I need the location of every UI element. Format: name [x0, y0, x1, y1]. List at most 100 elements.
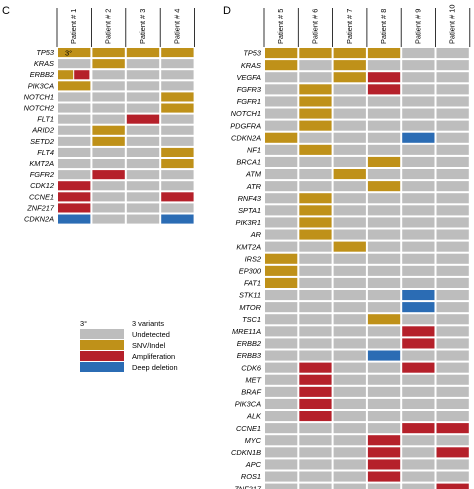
- patient-label: Patient # 2: [104, 9, 113, 44]
- gene-label: EP300: [239, 267, 262, 276]
- heatmap-cell: [333, 241, 366, 252]
- gene-label: FAT1: [244, 279, 261, 288]
- heatmap-cell: [402, 48, 435, 59]
- heatmap-cell: [333, 338, 366, 349]
- heatmap-cell: [436, 326, 469, 337]
- heatmap-cell: [333, 132, 366, 143]
- heatmap-cell: [436, 84, 469, 95]
- heatmap-cell: [265, 120, 298, 131]
- heatmap-cell: [402, 96, 435, 107]
- heatmap-cell: [367, 72, 401, 83]
- heatmap-cell: [436, 48, 469, 59]
- gene-label: PIK3CA: [28, 81, 54, 90]
- gene-label: RNF43: [238, 194, 262, 203]
- heatmap-cell: [367, 411, 401, 422]
- heatmap-cell: [367, 483, 401, 489]
- heatmap-cell: [402, 423, 435, 434]
- heatmap-cell: [333, 290, 366, 301]
- gene-label: ERBB2: [30, 70, 54, 79]
- heatmap-cell: [367, 423, 401, 434]
- panel-letter-d: D: [223, 5, 231, 17]
- patient-label: Patient # 7: [345, 9, 354, 44]
- heatmap-cell: [333, 156, 366, 167]
- heatmap-cell: [299, 265, 332, 276]
- heatmap-cell: [402, 362, 435, 373]
- heatmap-cell: [436, 314, 469, 325]
- heatmap-cell: [265, 181, 298, 192]
- heatmap-cell: [402, 229, 435, 240]
- heatmap-cell: [436, 96, 469, 107]
- gene-label: MET: [245, 375, 261, 384]
- heatmap-cell: [265, 229, 298, 240]
- heatmap-cell: [436, 459, 469, 470]
- three-variants-mark: 3°: [65, 48, 72, 57]
- heatmap-cell: [92, 136, 125, 146]
- heatmap-cell: [265, 84, 298, 95]
- gene-label: CCNE1: [236, 424, 261, 433]
- heatmap-cell: [436, 483, 469, 489]
- legend-label: Deep deletion: [132, 363, 178, 372]
- heatmap-cell: [402, 483, 435, 489]
- gene-label: NF1: [247, 146, 261, 155]
- patient-label: Patient # 8: [379, 9, 388, 44]
- patient-label: Patient # 4: [172, 9, 181, 44]
- heatmap-cell: [436, 411, 469, 422]
- heatmap-cell: [436, 277, 469, 288]
- heatmap-cell: [265, 290, 298, 301]
- legend-label: Ampliferation: [132, 352, 175, 361]
- legend-label: Undetected: [132, 330, 170, 339]
- heatmap-cell: [299, 217, 332, 228]
- heatmap-cell: [265, 447, 298, 458]
- heatmap-cell: [402, 193, 435, 204]
- patient-label: Patient # 1: [69, 9, 78, 44]
- heatmap-cell: [299, 338, 332, 349]
- heatmap-cell: [402, 471, 435, 482]
- heatmap-cell: [58, 214, 91, 224]
- heatmap-cell: [161, 170, 194, 180]
- panel-letter-c: C: [2, 5, 10, 17]
- heatmap-cell: [402, 314, 435, 325]
- heatmap-cell: [333, 48, 366, 59]
- heatmap-cell: [333, 362, 366, 373]
- heatmap-cell: [333, 60, 366, 71]
- heatmap-cell: [402, 435, 435, 446]
- heatmap-cell: [92, 214, 125, 224]
- heatmap-cell: [58, 192, 91, 202]
- heatmap-cell: [265, 411, 298, 422]
- heatmap-cell: [436, 447, 469, 458]
- heatmap-cell: [333, 84, 366, 95]
- heatmap-cell: [299, 277, 332, 288]
- heatmap-cell: [58, 181, 91, 191]
- gene-label: ALK: [246, 412, 262, 421]
- gene-label: ERBB2: [237, 339, 261, 348]
- heatmap-cell: [367, 398, 401, 409]
- heatmap-cell: [265, 169, 298, 180]
- heatmap-cell: [265, 386, 298, 397]
- heatmap-cell: [367, 277, 401, 288]
- heatmap-cell: [333, 229, 366, 240]
- heatmap-cell: [126, 181, 160, 191]
- heatmap-cell: [161, 181, 194, 191]
- heatmap-cell: [92, 103, 125, 113]
- heatmap-cell: [367, 362, 401, 373]
- heatmap-cell: [333, 386, 366, 397]
- heatmap-cell: [265, 374, 298, 385]
- heatmap-cell: [333, 108, 366, 119]
- heatmap-cell: [299, 120, 332, 131]
- heatmap-cell: [58, 70, 74, 80]
- heatmap-cell: [126, 203, 160, 213]
- heatmap-cell: [265, 60, 298, 71]
- heatmap-cell: [367, 205, 401, 216]
- gene-label: NOTCH1: [231, 109, 261, 118]
- heatmap-cell: [265, 241, 298, 252]
- heatmap-cell: [126, 159, 160, 169]
- heatmap-cell: [161, 136, 194, 146]
- gene-label: PIK3CA: [235, 400, 261, 409]
- panel-c: C Patient # 1 Patient # 2 Patient # 3 Patien…: [2, 5, 196, 224]
- heatmap-cell: [161, 114, 194, 124]
- gene-label: ERBB3: [237, 351, 262, 360]
- heatmap-cell: [58, 147, 91, 157]
- heatmap-cell: [436, 435, 469, 446]
- gene-label: MTOR: [239, 303, 261, 312]
- heatmap-cell: [265, 423, 298, 434]
